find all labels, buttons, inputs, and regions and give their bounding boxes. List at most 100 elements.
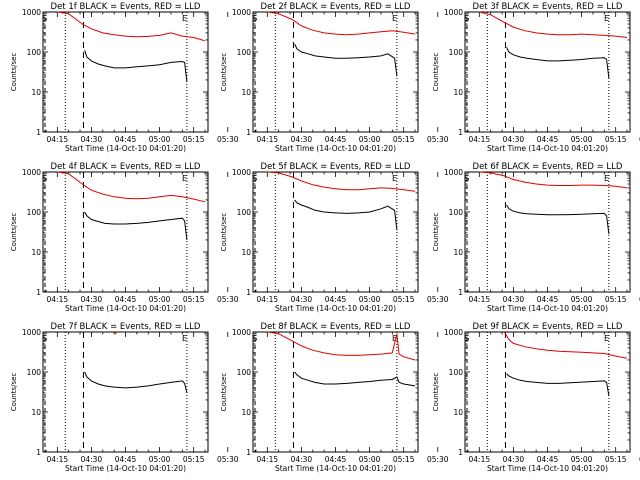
events-series-line (506, 373, 610, 397)
y-tick-label: 1 (246, 448, 251, 457)
x-axis: 04:15 04:30 04:45 05:00 05:15 05:30 Start Time… (467, 332, 640, 473)
x-tick-label: 04:30 (81, 295, 103, 304)
x-tick-label: 04:15 (257, 135, 279, 144)
lld-series-line (267, 331, 416, 361)
panel-title: Det 4f BLACK = Events, RED = LLD (51, 162, 201, 172)
lld-series-line (479, 11, 628, 38)
panel-title: Det 9f BLACK = Events, RED = LLD (473, 322, 623, 332)
x-tick-label: 05:00 (149, 455, 171, 464)
y-axis-label: Counts/sec (10, 373, 18, 412)
y-tick-label: 1000 (444, 168, 463, 177)
start-marker: S (42, 174, 47, 183)
x-axis-label: Start Time (14-Oct-10 04:01:20) (487, 464, 608, 473)
y-axis: 1 10 100 1000 Counts/sec (10, 8, 208, 137)
y-axis-label: Counts/sec (220, 53, 228, 92)
panel-title: Det 1f BLACK = Events, RED = LLD (51, 2, 201, 12)
y-axis-label: Counts/sec (10, 213, 18, 252)
x-tick-label: 04:45 (325, 295, 347, 304)
x-tick-label: 04:30 (503, 455, 525, 464)
y-axis: 1 10 100 1000 Counts/sec (432, 168, 630, 297)
x-axis: 04:15 04:30 04:45 05:00 05:15 05:30 Start Time… (255, 12, 449, 153)
x-tick-label: 05:30 (217, 295, 239, 304)
panel-title: Det 6f BLACK = Events, RED = LLD (473, 162, 623, 172)
x-tick-label: 05:00 (571, 135, 593, 144)
y-tick-label: 10 (453, 408, 463, 417)
start-marker: S (464, 14, 469, 23)
x-tick-label: 05:15 (605, 455, 627, 464)
x-tick-label: 05:30 (427, 455, 449, 464)
y-tick-label: 100 (27, 48, 42, 57)
y-tick-label: 1000 (232, 168, 251, 177)
end-marker: E (604, 14, 609, 23)
events-series-line (84, 50, 188, 82)
events-series-line (294, 371, 416, 387)
lld-series-line (267, 171, 416, 192)
x-tick-label: 04:15 (257, 455, 279, 464)
y-tick-label: 10 (241, 248, 251, 257)
y-axis: 1 10 100 1000 Counts/sec (432, 8, 630, 137)
y-tick-label: 1 (458, 128, 463, 137)
x-tick-label: 04:15 (47, 295, 69, 304)
x-axis-label: Start Time (14-Oct-10 04:01:20) (65, 304, 186, 313)
x-axis-label: Start Time (14-Oct-10 04:01:20) (275, 304, 396, 313)
x-axis-label: Start Time (14-Oct-10 04:01:20) (65, 464, 186, 473)
y-axis-label: Counts/sec (432, 53, 440, 92)
start-marker: S (252, 334, 257, 343)
x-tick-label: 05:15 (393, 455, 415, 464)
y-tick-label: 100 (237, 368, 252, 377)
y-tick-label: 1 (36, 288, 41, 297)
x-axis: 04:15 04:30 04:45 05:00 05:15 05:30 Start Time… (255, 332, 449, 473)
plot-frame (252, 171, 419, 293)
y-tick-label: 1 (36, 128, 41, 137)
y-tick-label: 1000 (22, 328, 41, 337)
x-tick-label: 04:45 (537, 135, 559, 144)
y-tick-label: 1000 (232, 8, 251, 17)
y-axis: 1 10 100 1000 Counts/sec (10, 328, 208, 457)
plot-frame (464, 171, 631, 293)
x-tick-label: 05:30 (639, 295, 640, 304)
x-tick-label: 04:45 (537, 295, 559, 304)
plot-panel: Det 2f BLACK = Events, RED = LLD 1 10 100 10… (220, 2, 449, 153)
end-marker: E (604, 334, 609, 343)
plot-panel: Det 3f BLACK = Events, RED = LLD 1 10 100 10… (432, 2, 640, 153)
x-tick-label: 04:15 (47, 135, 69, 144)
x-axis: 04:15 04:30 04:45 05:00 05:15 05:30 Start Time… (467, 172, 640, 313)
x-tick-label: 04:30 (291, 295, 313, 304)
x-tick-label: 05:00 (149, 295, 171, 304)
y-tick-label: 10 (31, 408, 41, 417)
y-axis-label: Counts/sec (220, 373, 228, 412)
x-tick-label: 04:15 (257, 295, 279, 304)
x-tick-label: 05:30 (639, 135, 640, 144)
plot-panel: Det 6f BLACK = Events, RED = LLD 1 10 100 10… (432, 162, 640, 313)
events-series-line (506, 47, 610, 79)
plot-frame (252, 11, 419, 133)
y-tick-label: 10 (31, 88, 41, 97)
lld-series-line (503, 331, 628, 359)
y-tick-label: 10 (241, 408, 251, 417)
plot-panel: Det 1f BLACK = Events, RED = LLD 1 10 100 10… (10, 2, 239, 153)
plot-panel: Det 7f BLACK = Events, RED = LLD 1 10 100 10… (10, 322, 239, 473)
events-series-line (506, 204, 610, 235)
plot-frame (464, 11, 631, 133)
events-series-line (294, 199, 398, 231)
start-marker: S (464, 174, 469, 183)
x-tick-label: 04:15 (469, 135, 491, 144)
x-axis: 04:15 04:30 04:45 05:00 05:15 05:30 Start Time… (467, 12, 640, 153)
y-tick-label: 1 (36, 448, 41, 457)
end-marker: E (392, 174, 397, 183)
y-axis-label: Counts/sec (220, 213, 228, 252)
x-tick-label: 04:30 (291, 135, 313, 144)
y-axis: 1 10 100 1000 Counts/sec (220, 168, 418, 297)
start-marker: S (42, 334, 47, 343)
x-tick-label: 04:45 (115, 455, 137, 464)
lld-series-line (479, 171, 628, 189)
x-tick-label: 04:15 (47, 455, 69, 464)
x-tick-label: 05:00 (571, 455, 593, 464)
plot-panel: Det 4f BLACK = Events, RED = LLD 1 10 100 10… (10, 162, 239, 313)
plot-frame (42, 11, 209, 133)
start-marker: S (252, 174, 257, 183)
x-tick-label: 04:30 (503, 135, 525, 144)
x-tick-label: 04:30 (81, 135, 103, 144)
x-tick-label: 04:45 (325, 135, 347, 144)
x-tick-label: 04:15 (469, 455, 491, 464)
